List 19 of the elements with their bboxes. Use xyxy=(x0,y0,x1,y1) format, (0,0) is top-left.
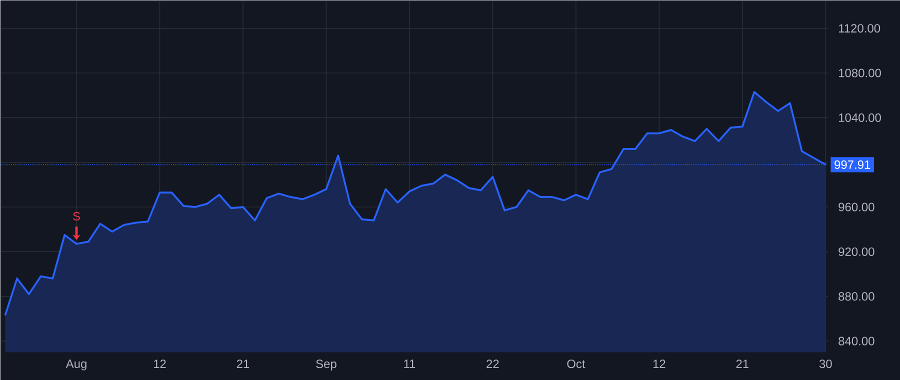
x-tick-label: 21 xyxy=(236,359,250,368)
x-tick-label: 11 xyxy=(404,359,416,368)
x-tick-label: 12 xyxy=(653,359,666,368)
annotation: S xyxy=(73,212,80,220)
ref-line-label: 997.91 xyxy=(834,160,870,169)
x-tick-label: 30 xyxy=(819,359,832,368)
x-tick-label: 12 xyxy=(154,359,166,368)
x-tick-label: 21 xyxy=(736,359,748,368)
x-tick-label: Aug xyxy=(66,359,86,370)
y-tick-label: 960.00 xyxy=(838,202,874,212)
y-tick-label: 880.00 xyxy=(838,292,874,301)
y-tick-label: 1120.00 xyxy=(838,24,880,32)
y-tick-label: 840.00 xyxy=(838,336,874,346)
y-tick-label: 920.00 xyxy=(838,247,874,256)
y-tick-label: 1080.00 xyxy=(838,68,881,78)
x-tick-label: Oct xyxy=(567,359,586,368)
x-tick-label: Sep xyxy=(316,359,336,370)
x-tick-label: 22 xyxy=(486,359,499,368)
y-tick-label: 1040.00 xyxy=(838,113,881,122)
